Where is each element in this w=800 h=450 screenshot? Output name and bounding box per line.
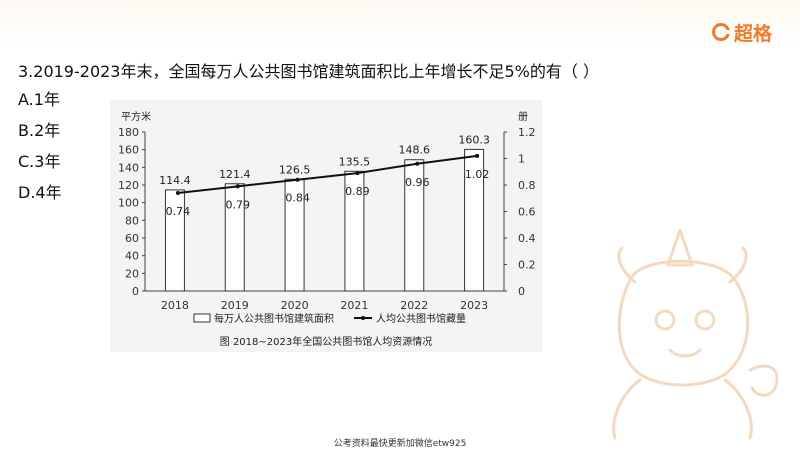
line-value-label: 0.79 (226, 198, 251, 211)
left-tick-label: 100 (118, 197, 139, 210)
right-tick-label: 1.2 (518, 126, 536, 139)
right-tick-label: 0.8 (518, 179, 536, 192)
line-point (235, 184, 240, 189)
brand-logo: 超格 (711, 20, 772, 45)
chart-panel: 平方米 册 0 20 40 60 80 100 120 140 160 180 0 0.2 0.4 0.6 0.… (110, 100, 542, 352)
left-tick-label: 180 (118, 126, 139, 139)
brand-mark-icon (711, 23, 731, 41)
left-tick-label: 20 (125, 267, 139, 280)
right-tick-label: 1 (518, 153, 525, 166)
legend-line-label: 人均公共图书馆藏量 (376, 312, 466, 325)
x-tick-label: 2020 (281, 299, 309, 312)
x-tick-label: 2023 (460, 299, 488, 312)
chart-caption: 图 2018~2023年全国公共图书馆人均资源情况 (220, 335, 432, 348)
x-tick-label: 2019 (221, 299, 249, 312)
left-tick-label: 40 (125, 250, 139, 263)
right-axis-title: 册 (518, 112, 528, 123)
bar-value-label: 121.4 (219, 168, 251, 181)
left-tick-label: 120 (118, 179, 139, 192)
left-tick-label: 80 (125, 214, 139, 227)
left-tick-label: 60 (125, 232, 139, 245)
option-b[interactable]: B.2年 (18, 121, 61, 140)
bar (464, 148, 485, 292)
line-point (175, 190, 180, 195)
right-tick-label: 0.4 (518, 232, 536, 245)
right-tick-label: 0 (518, 285, 525, 298)
line-value-label: 0.84 (285, 192, 310, 205)
dual-axis-chart: 平方米 册 0 20 40 60 80 100 120 140 160 180 0 0.2 0.4 0.6 0.… (118, 110, 536, 348)
x-tick-label: 2018 (161, 299, 189, 312)
line-point (355, 171, 360, 176)
line-value-label: 0.74 (166, 205, 191, 218)
line-point (295, 177, 300, 182)
bar (224, 183, 245, 292)
left-axis-title: 平方米 (121, 110, 151, 123)
right-tick-label: 0.2 (518, 259, 536, 272)
bar-value-label: 126.5 (279, 163, 311, 176)
question-text: 3.2019-2023年末，全国每万人公共图书馆建筑面积比上年增长不足5%的有（… (18, 62, 599, 81)
left-tick-label: 0 (132, 285, 139, 298)
line-point (475, 153, 480, 158)
series-line (177, 154, 478, 194)
x-tick-label: 2022 (400, 299, 428, 312)
header-band (0, 0, 800, 50)
left-tick-label: 160 (118, 144, 139, 157)
right-tick-label: 0.6 (518, 206, 536, 219)
bar-value-label: 148.6 (399, 144, 431, 157)
line-point (415, 161, 420, 166)
bar-value-label: 114.4 (159, 174, 191, 187)
bar-value-label: 160.3 (458, 133, 490, 146)
line-value-label: 1.02 (465, 168, 490, 181)
brand-name: 超格 (733, 22, 772, 45)
bar (344, 170, 365, 292)
x-tick-label: 2021 (340, 299, 368, 312)
left-tick-label: 140 (118, 161, 139, 174)
legend-bar-swatch (193, 313, 211, 323)
line-value-label: 0.96 (405, 176, 430, 189)
legend-line-marker (361, 316, 365, 320)
answer-options: A.1年 B.2年 C.3年 D.4年 (18, 89, 62, 213)
option-d[interactable]: D.4年 (18, 183, 62, 202)
bar (404, 159, 425, 292)
footer-note: 公考资料最快更新加微信etw925 (333, 439, 467, 449)
bar-value-label: 135.5 (339, 155, 371, 168)
legend-bar-label: 每万人公共图书馆建筑面积 (214, 312, 334, 325)
unicorn-watermark-icon (612, 228, 779, 440)
option-c[interactable]: C.3年 (18, 152, 61, 171)
option-a[interactable]: A.1年 (18, 90, 60, 109)
bar (164, 189, 185, 292)
line-value-label: 0.89 (345, 185, 370, 198)
